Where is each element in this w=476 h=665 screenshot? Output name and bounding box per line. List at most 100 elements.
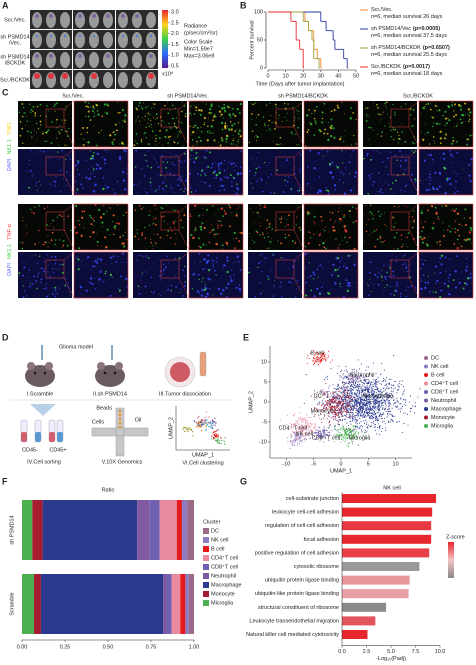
cell-dot <box>382 241 384 243</box>
cell-point <box>409 408 411 410</box>
y-tick-label: 50 <box>257 37 263 43</box>
cell-dot <box>83 138 85 140</box>
cell-point <box>323 411 325 413</box>
cell-dot <box>58 132 61 135</box>
cell-point <box>347 416 349 419</box>
cell-point <box>379 395 381 397</box>
cell-point <box>299 412 301 414</box>
cell-point <box>324 400 326 402</box>
cell-point <box>349 429 351 431</box>
cell-point <box>402 394 404 396</box>
cell-dot <box>198 214 201 217</box>
cell-dot <box>46 105 48 107</box>
umap-dot <box>203 420 206 422</box>
cell-dot <box>49 158 51 160</box>
cell-dot <box>328 231 330 233</box>
x-tick-label: 10 <box>283 73 289 79</box>
cell-point <box>333 387 335 389</box>
cell-point <box>345 408 347 410</box>
cell-point <box>333 417 335 419</box>
cell-dot <box>256 136 259 139</box>
cell-dot <box>197 273 200 276</box>
cell-dot <box>145 255 147 257</box>
cell-point <box>353 407 355 409</box>
cell-dot <box>316 191 320 194</box>
cell-point <box>381 427 384 430</box>
cell-point <box>306 421 308 423</box>
zoom-link <box>63 100 75 110</box>
cell-point <box>308 430 310 432</box>
cell-dot <box>443 229 445 231</box>
cell-dot <box>220 113 223 116</box>
cell-dot <box>79 266 81 267</box>
cell-point <box>345 439 347 441</box>
colorbar-tick-label: 1.0 <box>171 53 179 59</box>
cell-point <box>300 419 302 421</box>
cell-point <box>317 432 320 434</box>
umap-dot <box>212 420 214 422</box>
zoom-box <box>160 259 180 279</box>
cell-dot <box>377 267 379 269</box>
cell-point <box>357 426 359 429</box>
cell-dot <box>56 118 58 121</box>
cell-point <box>307 428 309 430</box>
cell-point <box>320 354 322 356</box>
cell-dot <box>153 218 155 220</box>
cell-point <box>374 386 376 388</box>
cell-dot <box>137 285 140 287</box>
cell-dot <box>392 182 394 184</box>
cell-dot <box>444 110 447 113</box>
cell-point <box>349 403 351 405</box>
cell-point <box>387 383 389 385</box>
zoom-link <box>63 277 75 299</box>
cell-dot <box>160 207 161 208</box>
cell-dot <box>165 179 167 181</box>
micrograph <box>73 100 129 148</box>
cell-point <box>351 391 353 393</box>
cell-point <box>319 353 321 355</box>
cell-dot <box>334 282 337 285</box>
cell-dot <box>298 117 300 120</box>
cell-point <box>299 427 301 429</box>
cell-point <box>358 389 360 391</box>
cell-point <box>333 405 335 407</box>
cell-dot <box>305 145 307 147</box>
cell-dot <box>235 261 237 263</box>
cell-dot <box>420 211 424 215</box>
cell-dot <box>258 152 260 154</box>
mouse <box>132 72 142 88</box>
cell-point <box>302 432 304 434</box>
signal <box>136 35 138 37</box>
signal <box>62 73 68 79</box>
cell-point <box>398 421 400 423</box>
cell-point <box>325 402 328 404</box>
cell-dot <box>174 233 176 234</box>
umap-dot <box>200 425 203 427</box>
cell-dot <box>234 170 236 172</box>
cell-dot <box>441 205 443 207</box>
cell-point <box>304 420 306 422</box>
cell-point <box>405 404 407 406</box>
cell-dot <box>154 223 157 226</box>
cell-dot <box>205 261 208 264</box>
cell-point <box>396 397 398 400</box>
cell-point <box>387 412 389 415</box>
cell-point <box>351 414 353 417</box>
cell-dot <box>29 281 31 283</box>
cell-dot <box>30 131 32 134</box>
zoom-link <box>63 203 75 213</box>
cell-point <box>360 380 362 382</box>
panel-label: E <box>243 332 249 342</box>
cell-point <box>321 411 323 413</box>
cell-point <box>367 414 370 416</box>
cell-dot <box>325 240 326 242</box>
cell-point <box>339 375 341 377</box>
cell-point <box>320 389 322 391</box>
umap-dot <box>215 434 218 436</box>
cell-dot <box>220 137 223 139</box>
cell-dot <box>199 140 201 142</box>
cell-dot <box>90 173 92 175</box>
cell-dot <box>371 291 373 293</box>
cell-dot <box>259 222 261 224</box>
cell-dot <box>106 103 109 106</box>
